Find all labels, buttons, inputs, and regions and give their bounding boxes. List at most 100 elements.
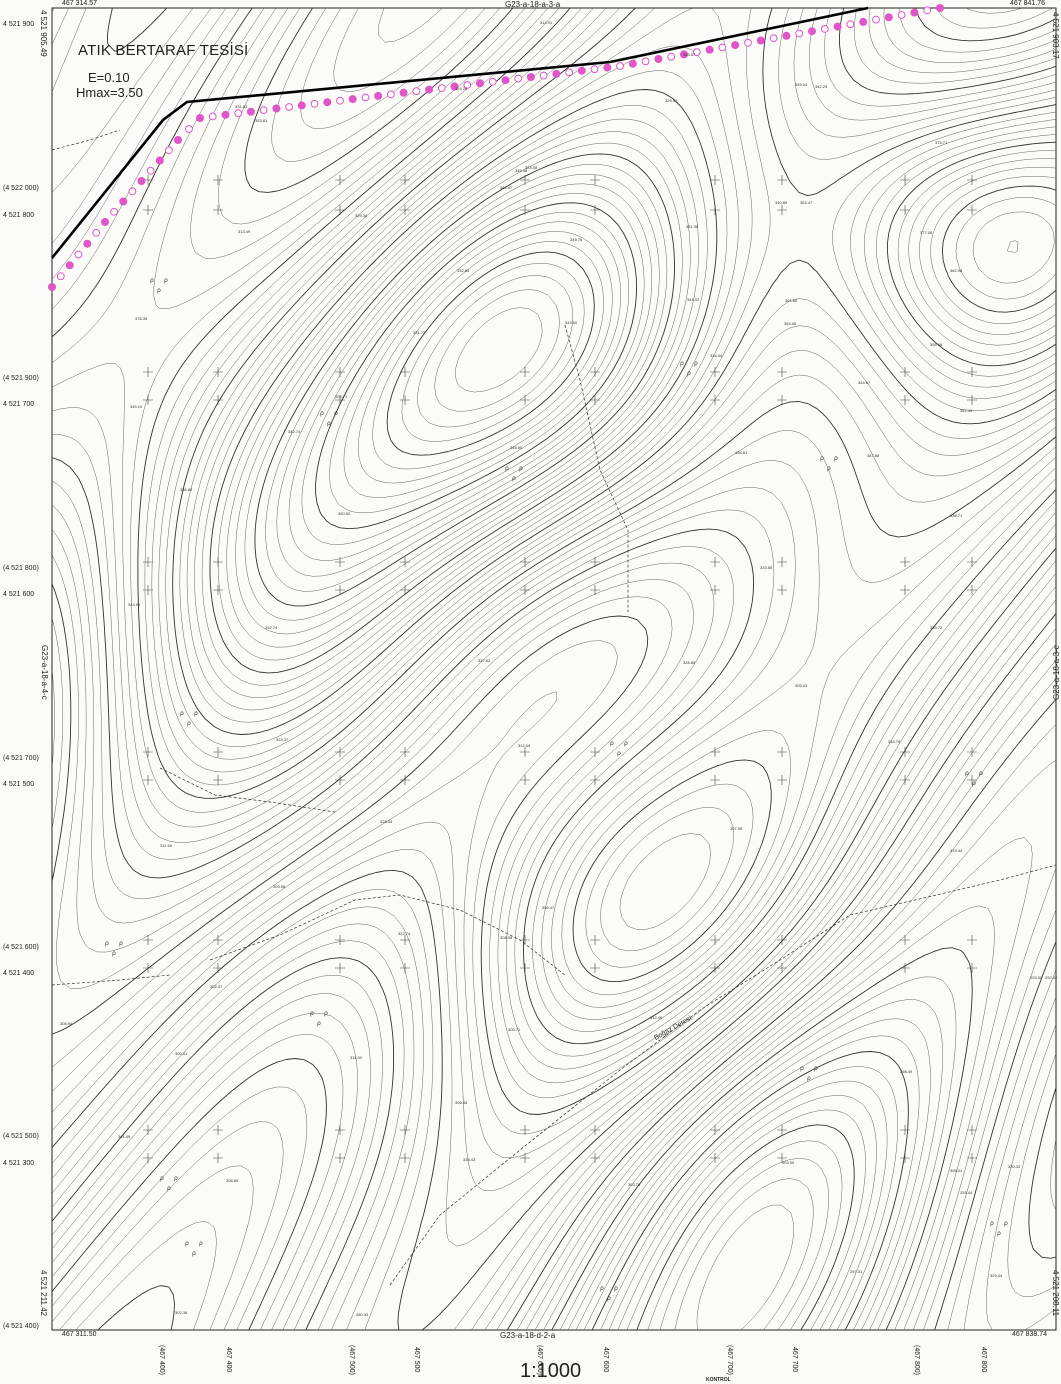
tree-symbol: ρ xyxy=(807,1075,811,1082)
tree-symbol: ρ xyxy=(990,1220,994,1227)
param-e: E=0.10 xyxy=(88,70,130,85)
grid-cross xyxy=(335,557,345,567)
pink-marker xyxy=(56,272,65,281)
grid-cross xyxy=(777,935,787,945)
corner-top-left: 467 314.57 xyxy=(62,0,98,7)
y-coord: (4 521 700) xyxy=(3,755,39,762)
spot-height: 360.92 xyxy=(338,511,351,516)
contour xyxy=(52,8,1056,1099)
spot-height: 312.09 xyxy=(518,743,531,748)
grid-cross xyxy=(967,1153,977,1163)
tree-symbol: ρ xyxy=(194,710,198,717)
tree-symbol: ρ xyxy=(324,1010,328,1017)
spot-height: 377.08 xyxy=(920,230,933,235)
y-coord: 4 521 400 xyxy=(3,970,35,977)
spot-height: 344.02 xyxy=(687,297,700,302)
x-coord: 467 800 xyxy=(980,1347,987,1373)
contour xyxy=(434,289,560,412)
contour xyxy=(52,723,1056,1330)
spot-height: 309.98 xyxy=(273,884,286,889)
grid-cross xyxy=(590,963,600,973)
tree-symbol: ρ xyxy=(119,940,123,947)
pink-marker xyxy=(387,90,395,99)
spot-height: 345.38 xyxy=(515,168,528,173)
tree-symbol: ρ xyxy=(334,410,338,417)
pink-marker xyxy=(348,95,357,104)
grid-crosses xyxy=(143,175,977,1163)
contour xyxy=(401,262,585,442)
pink-marker xyxy=(884,13,893,22)
y-coord: 4 521 500 xyxy=(3,781,35,788)
grid-cross xyxy=(710,205,720,215)
spot-height: 338.43 xyxy=(463,1157,476,1162)
tree-symbol: ρ xyxy=(600,1285,604,1292)
pink-marker xyxy=(501,76,510,85)
tree-symbol: ρ xyxy=(800,1065,804,1072)
grid-cross xyxy=(777,963,787,973)
index-contour xyxy=(52,947,973,1330)
grid-cross xyxy=(520,1153,530,1163)
spot-height: 342.29 xyxy=(815,84,828,89)
spot-height: 362.97 xyxy=(500,185,513,190)
x-coord: 467 400 xyxy=(225,1347,232,1373)
grid-cross xyxy=(710,1153,720,1163)
pink-marker xyxy=(165,146,173,155)
spot-height: 328.85 xyxy=(683,660,696,665)
spot-height: 362.98 xyxy=(950,268,963,273)
pink-marker xyxy=(285,103,294,111)
contour xyxy=(329,211,629,514)
pink-marker xyxy=(565,68,573,77)
grid-cross xyxy=(710,557,720,567)
grid-cross xyxy=(967,747,977,757)
corner-left-bottom-vertical: 4 521 211.42 xyxy=(39,1270,48,1317)
pink-marker xyxy=(782,31,791,40)
corner-right-bottom-vertical: 4 521 208.11 xyxy=(1051,1270,1060,1317)
grid-cross xyxy=(590,1125,600,1135)
grid-cross xyxy=(520,747,530,757)
spot-height: 328.51 xyxy=(665,98,678,103)
spot-height: 292.42 xyxy=(1045,975,1058,980)
contour xyxy=(600,1066,899,1330)
tree-symbol: ρ xyxy=(150,277,154,284)
grid-cross xyxy=(777,585,787,595)
grid-cross xyxy=(900,557,910,567)
tree-symbol: ρ xyxy=(617,750,621,757)
pink-marker xyxy=(705,45,714,54)
pink-marker xyxy=(872,15,880,24)
grid-cross xyxy=(900,775,910,785)
pink-marker xyxy=(361,93,370,102)
corner-left-top-vertical: 4 521 905.49 xyxy=(39,10,48,57)
tree-symbol: ρ xyxy=(607,1295,611,1302)
spot-height: 324.37 xyxy=(276,737,289,742)
tree-symbol: ρ xyxy=(185,1240,189,1247)
grid-cross xyxy=(400,775,410,785)
grid-cross xyxy=(967,1125,977,1135)
grid-cross xyxy=(335,775,345,785)
pink-marker xyxy=(74,250,83,259)
tree-symbol: ρ xyxy=(965,770,969,777)
contour xyxy=(659,1158,829,1330)
tree-symbol: ρ xyxy=(694,360,698,367)
map-frame xyxy=(51,7,1057,1331)
spot-height: 280.33 xyxy=(356,1312,369,1317)
spot-height: 345.78 xyxy=(570,237,583,242)
grid-cross xyxy=(335,935,345,945)
pink-marker xyxy=(234,109,243,118)
grid-cross xyxy=(143,1125,153,1135)
grid-cross xyxy=(335,1153,345,1163)
grid-cross xyxy=(900,1153,910,1163)
spot-height: 332.74 xyxy=(265,625,278,630)
grid-cross xyxy=(400,205,410,215)
tree-symbol: ρ xyxy=(834,455,838,462)
tree-symbol: ρ xyxy=(157,287,161,294)
tree-symbol: ρ xyxy=(317,1020,321,1027)
tree-symbol: ρ xyxy=(610,740,614,747)
spot-height: 340.89 xyxy=(775,200,788,205)
grid-cross xyxy=(520,775,530,785)
spot-height: 344.95 xyxy=(128,602,141,607)
contour xyxy=(626,1109,866,1330)
grid-cross xyxy=(400,557,410,567)
sheet-bottom: G23-a-18-d-2-a xyxy=(500,1331,556,1340)
spot-height: 328.44 xyxy=(380,819,393,824)
grid-cross xyxy=(335,175,345,185)
